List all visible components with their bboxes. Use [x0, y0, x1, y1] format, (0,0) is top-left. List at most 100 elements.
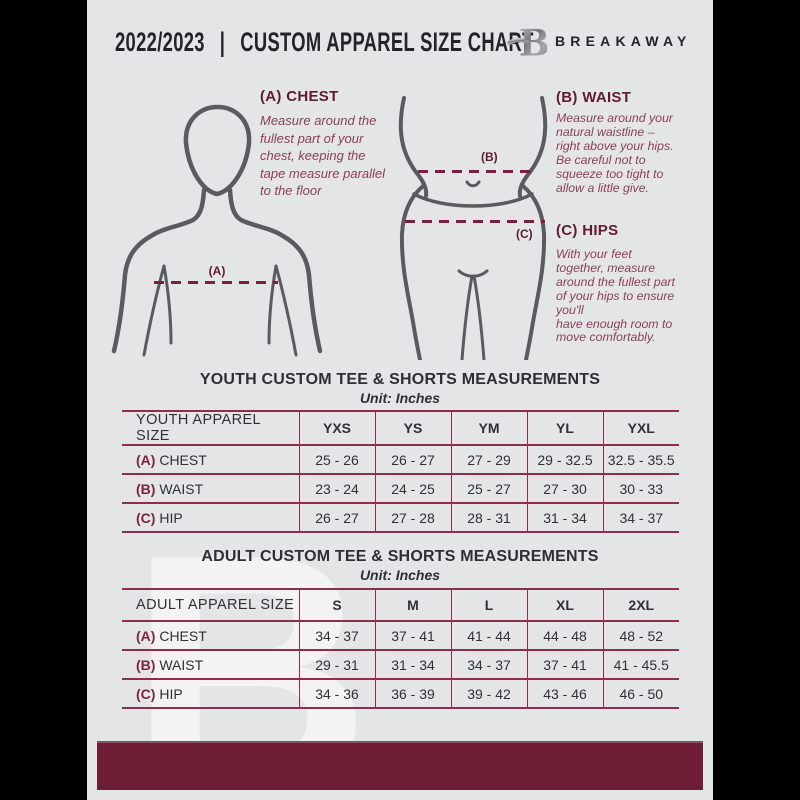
- size-range-cell: 30 - 33: [602, 473, 679, 504]
- size-column-header: YS: [374, 410, 452, 446]
- size-range-cell: 46 - 50: [602, 678, 679, 709]
- row-letter-prefix: (A): [136, 627, 156, 644]
- measurement-row: (A) CHEST 25 - 26 26 - 27 27 - 29 29 - 32.5 3…: [122, 444, 679, 475]
- figure-inner-leg-left: [460, 274, 474, 362]
- measurement-row-label: (C) HIP: [122, 678, 300, 709]
- waist-marker-label: (B): [481, 150, 498, 164]
- size-range-cell: 37 - 41: [374, 620, 452, 651]
- chest-measure-line: [154, 281, 278, 284]
- size-header-row: YOUTH APPAREL SIZE YXS YS YM YL YXL: [122, 410, 679, 446]
- size-range-cell: 41 - 45.5: [602, 649, 679, 680]
- measurement-row: (C) HIP 34 - 36 36 - 39 39 - 42 43 - 46 46 - …: [122, 678, 679, 709]
- apparel-size-header: ADULT APPAREL SIZE: [122, 588, 300, 622]
- figure-left-armpit: [142, 264, 173, 357]
- figure-hip-leg-right: [521, 184, 547, 362]
- figure-navel: [465, 180, 481, 188]
- row-letter-prefix: (B): [136, 480, 156, 497]
- breakaway-b-logo-icon: B: [507, 22, 547, 62]
- size-column-header: YM: [450, 410, 528, 446]
- measurement-row: (B) WAIST 23 - 24 24 - 25 25 - 27 27 - 30 30 …: [122, 473, 679, 504]
- adult-size-table: ADULT APPAREL SIZE S M L XL 2XL (A) CHEST 34 - …: [122, 588, 679, 709]
- hips-section-body: With your feet together, measure around …: [556, 247, 675, 345]
- size-range-cell: 25 - 26: [298, 444, 376, 475]
- figure-hip-leg-left: [399, 184, 425, 362]
- size-column-header: M: [374, 588, 452, 622]
- youth-size-table: YOUTH APPAREL SIZE YXS YS YM YL YXL (A) CHEST 2…: [122, 410, 679, 533]
- size-column-header: L: [450, 588, 528, 622]
- size-range-cell: 34 - 36: [298, 678, 376, 709]
- lower-body-figure: [393, 92, 558, 362]
- size-range-cell: 27 - 30: [526, 473, 604, 504]
- row-letter-prefix: (C): [136, 509, 156, 526]
- page-title: 2022/2023 | CUSTOM APPAREL SIZE CHART: [115, 27, 534, 57]
- adult-table-unit: Unit: Inches: [359, 567, 441, 583]
- size-range-cell: 24 - 25: [374, 473, 452, 504]
- size-range-cell: 29 - 31: [298, 649, 376, 680]
- size-range-cell: 44 - 48: [526, 620, 604, 651]
- size-range-cell: 48 - 52: [602, 620, 679, 651]
- size-column-header: 2XL: [602, 588, 679, 622]
- size-range-cell: 34 - 37: [298, 620, 376, 651]
- size-range-cell: 34 - 37: [602, 502, 679, 533]
- figure-inner-leg-right: [472, 274, 486, 362]
- measurement-row: (C) HIP 26 - 27 27 - 28 28 - 31 31 - 34 34 - …: [122, 502, 679, 533]
- size-range-cell: 23 - 24: [298, 473, 376, 504]
- waist-measure-line: [418, 170, 532, 173]
- youth-table-unit: Unit: Inches: [359, 390, 441, 406]
- size-range-cell: 41 - 44: [450, 620, 528, 651]
- size-column-header: YXS: [298, 410, 376, 446]
- figure-torso-right: [517, 96, 548, 198]
- size-range-cell: 26 - 27: [374, 444, 452, 475]
- figure-torso-left: [398, 96, 429, 198]
- adult-table-title: ADULT CUSTOM TEE & SHORTS MEASUREMENTS: [201, 548, 599, 565]
- waist-section-heading: (B) WAIST: [556, 89, 632, 106]
- measurement-row-label: (C) HIP: [122, 502, 300, 533]
- size-header-row: ADULT APPAREL SIZE S M L XL 2XL: [122, 588, 679, 622]
- size-range-cell: 25 - 27: [450, 473, 528, 504]
- brand-logo: B BREAKAWAY: [507, 18, 707, 64]
- chest-section-body: Measure around the fullest part of your …: [260, 113, 386, 199]
- chest-marker-label: (A): [208, 264, 226, 278]
- measurement-row-label: (B) WAIST: [122, 473, 300, 504]
- youth-table-title: YOUTH CUSTOM TEE & SHORTS MEASUREMENTS: [199, 371, 601, 388]
- row-letter-prefix: (C): [136, 685, 156, 702]
- measurement-row: (A) CHEST 34 - 37 37 - 41 41 - 44 44 - 48 48 …: [122, 620, 679, 651]
- figure-right-shoulder-arm: [227, 187, 323, 354]
- right-letterbox: [713, 0, 800, 800]
- size-range-cell: 28 - 31: [450, 502, 528, 533]
- apparel-size-header: YOUTH APPAREL SIZE: [122, 410, 300, 446]
- chest-section-heading: (A) CHEST: [260, 88, 339, 105]
- hips-measure-line: [405, 220, 545, 223]
- size-range-cell: 31 - 34: [526, 502, 604, 533]
- size-range-cell: 27 - 28: [374, 502, 452, 533]
- size-range-cell: 29 - 32.5: [526, 444, 604, 475]
- measurement-row-label: (B) WAIST: [122, 649, 300, 680]
- upper-body-figure: [111, 85, 323, 358]
- size-column-header: S: [298, 588, 376, 622]
- size-range-cell: 34 - 37: [450, 649, 528, 680]
- size-column-header: YXL: [602, 410, 679, 446]
- figure-left-shoulder-arm: [111, 187, 207, 354]
- size-range-cell: 43 - 46: [526, 678, 604, 709]
- measurement-row-label: (A) CHEST: [122, 444, 300, 475]
- figure-right-armpit: [267, 264, 298, 357]
- size-range-cell: 36 - 39: [374, 678, 452, 709]
- size-range-cell: 31 - 34: [374, 649, 452, 680]
- brand-name: BREAKAWAY: [555, 33, 692, 49]
- left-letterbox: [0, 0, 87, 800]
- row-letter-prefix: (A): [136, 451, 156, 468]
- hips-section-heading: (C) HIPS: [556, 222, 619, 239]
- size-range-cell: 39 - 42: [450, 678, 528, 709]
- size-column-header: XL: [526, 588, 604, 622]
- measurement-row: (B) WAIST 29 - 31 31 - 34 34 - 37 37 - 41 41 …: [122, 649, 679, 680]
- size-range-cell: 32.5 - 35.5: [602, 444, 679, 475]
- size-column-header: YL: [526, 410, 604, 446]
- figure-head: [183, 104, 252, 197]
- size-range-cell: 37 - 41: [526, 649, 604, 680]
- size-range-cell: 26 - 27: [298, 502, 376, 533]
- row-letter-prefix: (B): [136, 656, 156, 673]
- waist-section-body: Measure around your natural waistline – …: [556, 111, 674, 195]
- measurement-row-label: (A) CHEST: [122, 620, 300, 651]
- hips-marker-label: (C): [516, 227, 533, 241]
- footer-bar: [97, 741, 703, 790]
